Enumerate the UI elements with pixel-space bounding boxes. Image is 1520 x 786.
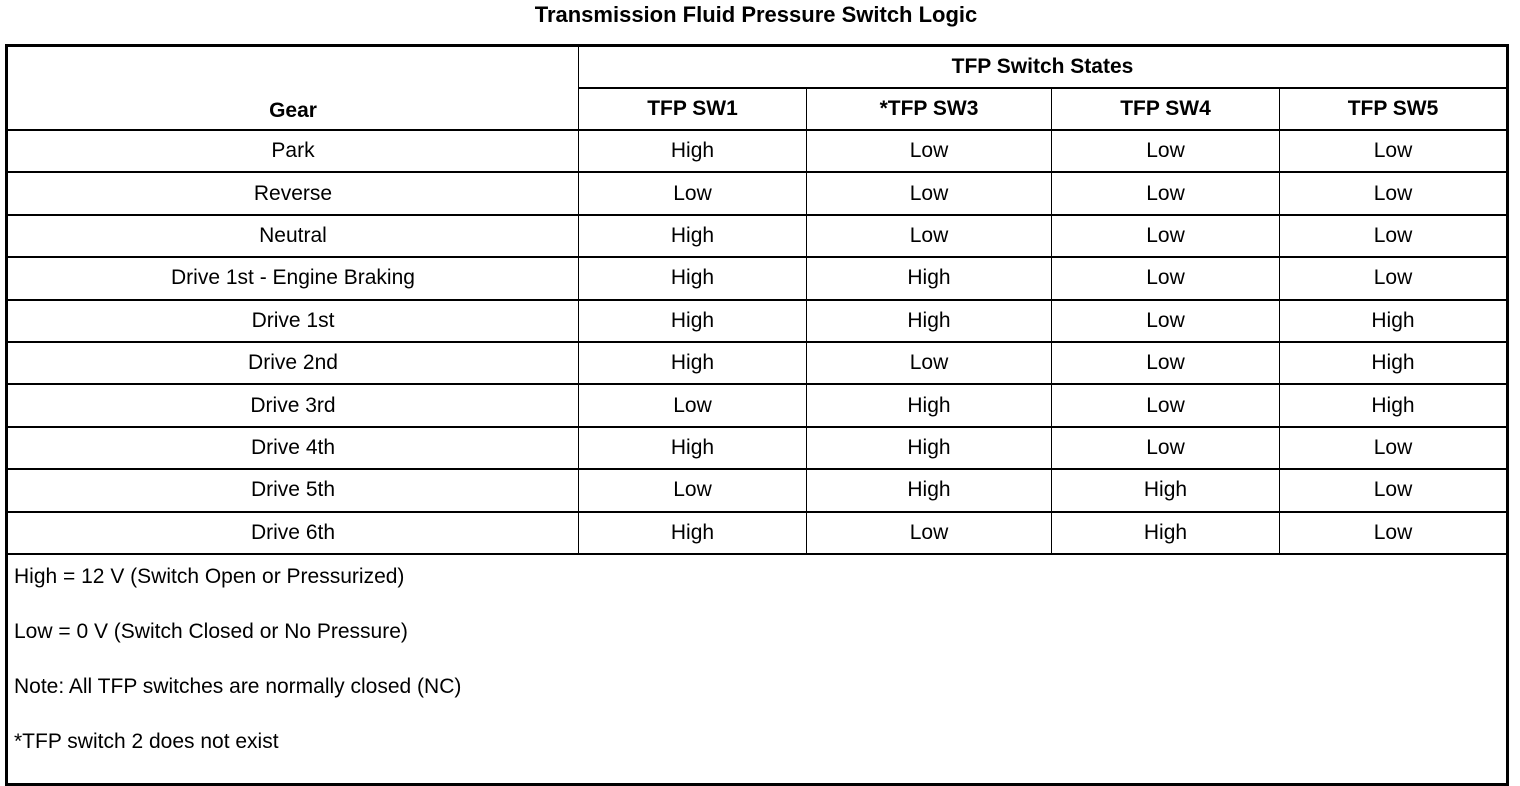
- switch-state-cell: High: [578, 128, 807, 174]
- note: *TFP switch 2 does not exist: [14, 729, 279, 753]
- table-row: Drive 1st - Engine Braking High High Low Low: [6, 256, 1508, 301]
- column-header: TFP SW4: [1051, 87, 1280, 131]
- gear-cell: Reverse: [6, 171, 579, 216]
- switch-state-cell: High: [806, 256, 1052, 301]
- switch-state-cell: High: [806, 298, 1052, 343]
- switch-state-cell: Low: [1051, 298, 1280, 343]
- switch-state-cell: High: [806, 425, 1052, 471]
- column-header: *TFP SW3: [806, 87, 1052, 131]
- switch-state-cell: High: [1279, 383, 1508, 428]
- switch-state-cell: Low: [1279, 171, 1508, 216]
- switch-state-cell: Low: [1279, 128, 1508, 174]
- switch-state-cell: High: [1051, 510, 1280, 555]
- switch-state-cell: High: [1279, 298, 1508, 343]
- switch-state-cell: Low: [1279, 510, 1508, 555]
- switch-state-cell: Low: [1279, 256, 1508, 301]
- switch-state-cell: Low: [806, 128, 1052, 174]
- switch-state-cell: Low: [1279, 468, 1508, 513]
- switch-state-cell: Low: [1279, 213, 1508, 259]
- switch-state-cell: Low: [1051, 171, 1280, 216]
- table-row: Drive 3rd Low High Low High: [6, 383, 1508, 428]
- column-header: TFP SW5: [1279, 87, 1508, 131]
- switch-state-cell: Low: [806, 510, 1052, 555]
- switch-state-cell: High: [1051, 468, 1280, 513]
- tfp-switch-logic-table: Gear TFP Switch States TFP SW1 *TFP SW3 …: [5, 44, 1509, 786]
- switch-state-cell: Low: [1051, 256, 1280, 301]
- gear-cell: Drive 6th: [6, 510, 579, 555]
- gear-header: Gear: [6, 44, 579, 131]
- switch-state-cell: Low: [1051, 425, 1280, 471]
- switch-state-cell: Low: [578, 383, 807, 428]
- table-row: Drive 4th High High Low Low: [6, 425, 1508, 471]
- table-row: Drive 2nd High Low Low High: [6, 340, 1508, 386]
- switch-state-cell: High: [578, 213, 807, 259]
- switch-state-cell: Low: [806, 213, 1052, 259]
- switch-states-header: TFP Switch States: [578, 44, 1508, 89]
- document-title: Transmission Fluid Pressure Switch Logic: [534, 2, 978, 27]
- switch-state-cell: High: [578, 425, 807, 471]
- notes-cell: High = 12 V (Switch Open or Pressurized)…: [6, 552, 1508, 786]
- switch-state-cell: High: [578, 340, 807, 386]
- switch-state-cell: Low: [1051, 213, 1280, 259]
- note: Low = 0 V (Switch Closed or No Pressure): [14, 619, 408, 643]
- gear-cell: Drive 3rd: [6, 383, 579, 428]
- note: Note: All TFP switches are normally clos…: [14, 674, 462, 698]
- gear-cell: Neutral: [6, 213, 579, 259]
- switch-state-cell: Low: [1279, 425, 1508, 471]
- switch-state-cell: High: [578, 298, 807, 343]
- switch-state-cell: Low: [578, 171, 807, 216]
- gear-cell: Drive 5th: [6, 468, 579, 513]
- table-row: Park High Low Low Low: [6, 128, 1508, 174]
- table-row: Neutral High Low Low Low: [6, 213, 1508, 259]
- switch-state-cell: Low: [1051, 383, 1280, 428]
- switch-state-cell: High: [806, 383, 1052, 428]
- switch-state-cell: High: [578, 256, 807, 301]
- note: High = 12 V (Switch Open or Pressurized): [14, 564, 405, 588]
- switch-state-cell: High: [578, 510, 807, 555]
- gear-cell: Drive 1st: [6, 298, 579, 343]
- switch-state-cell: Low: [578, 468, 807, 513]
- gear-cell: Drive 4th: [6, 425, 579, 471]
- table-row: Drive 1st High High Low High: [6, 298, 1508, 343]
- gear-cell: Drive 2nd: [6, 340, 579, 386]
- table-row: Reverse Low Low Low Low: [6, 171, 1508, 216]
- column-header: TFP SW1: [578, 87, 807, 131]
- gear-cell: Park: [6, 128, 579, 174]
- switch-state-cell: Low: [1051, 340, 1280, 386]
- switch-state-cell: High: [806, 468, 1052, 513]
- table-row: Drive 5th Low High High Low: [6, 468, 1508, 513]
- table-row: Drive 6th High Low High Low: [6, 510, 1508, 555]
- switch-state-cell: Low: [1051, 128, 1280, 174]
- switch-state-cell: High: [1279, 340, 1508, 386]
- switch-state-cell: Low: [806, 340, 1052, 386]
- gear-cell: Drive 1st - Engine Braking: [6, 256, 579, 301]
- switch-state-cell: Low: [806, 171, 1052, 216]
